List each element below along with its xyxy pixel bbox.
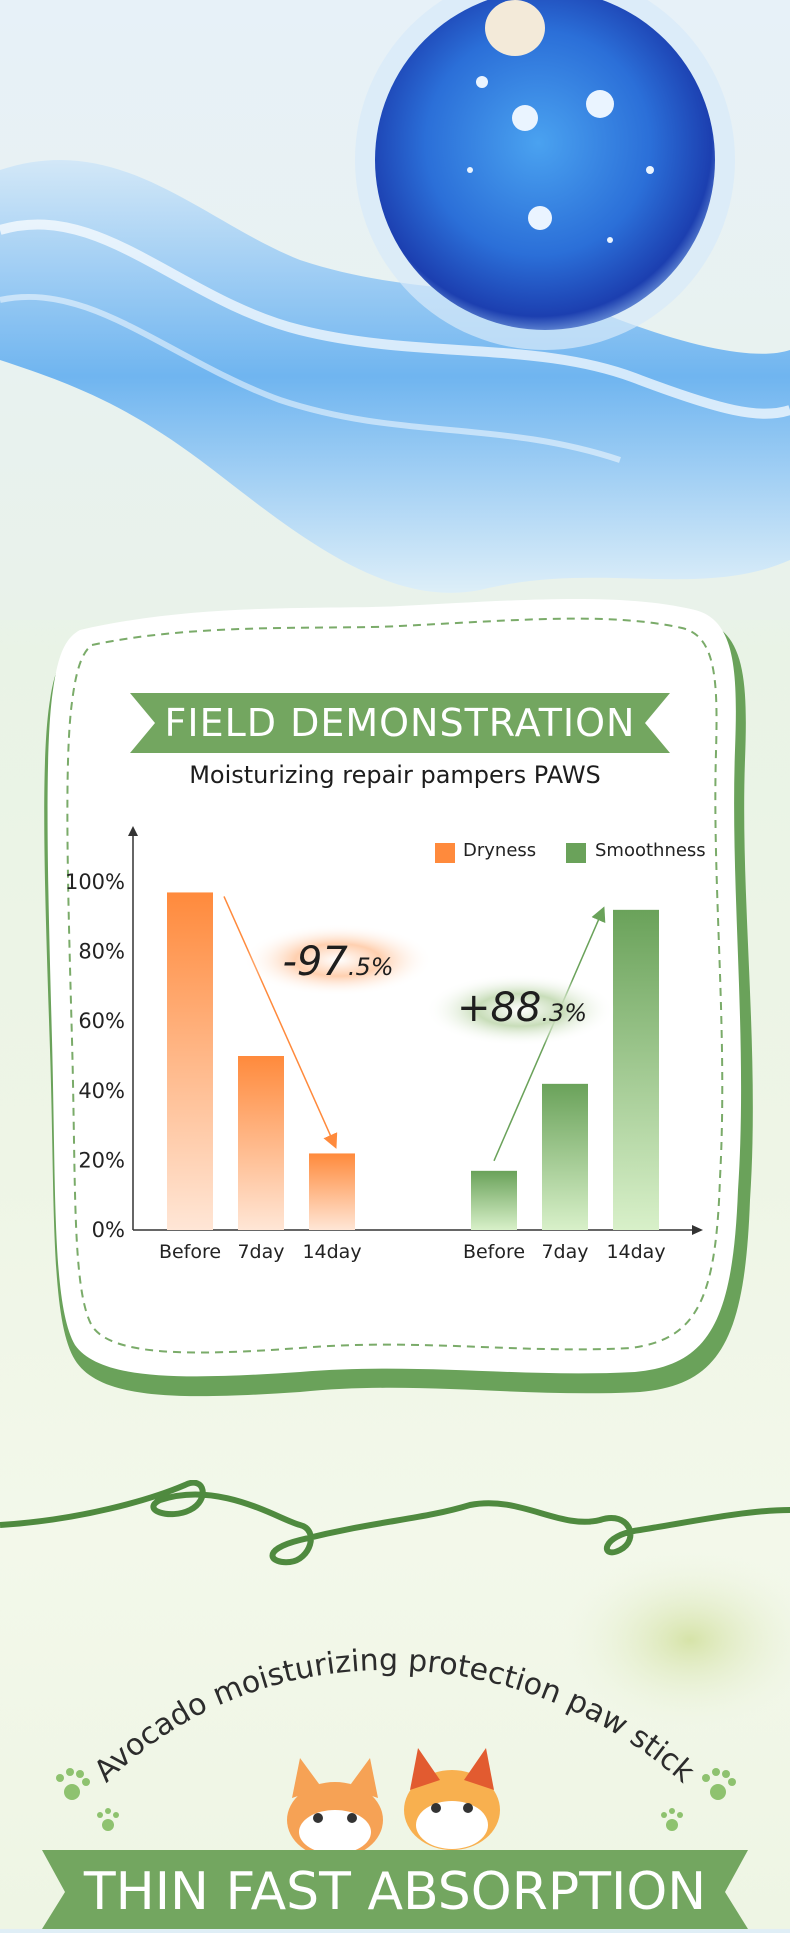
x-tick-label: 7day (541, 1241, 588, 1263)
y-tick-label: 100% (65, 870, 125, 894)
chart-title: FIELD DEMONSTRATION (164, 701, 636, 745)
footer-banner (42, 1850, 748, 1929)
legend-label-dryness: Dryness (463, 840, 537, 861)
x-tick-label: Before (463, 1241, 525, 1263)
bottom-decoration: Avocado moisturizing protection paw stic… (0, 1479, 790, 1929)
y-tick-label: 40% (78, 1079, 125, 1103)
bottom-section: Avocado moisturizing protection paw stic… (0, 1479, 790, 1929)
legend-label-smoothness: Smoothness (595, 840, 706, 861)
x-tick-label: 14day (606, 1241, 665, 1263)
trend-arrow-dryness (223, 896, 338, 1149)
x-tick-label: 7day (237, 1241, 284, 1263)
x-tick-label: 14day (302, 1241, 361, 1263)
vine-decoration (0, 1479, 790, 1566)
legend-swatch-smoothness (566, 843, 586, 863)
annotation-dryness: -97.5% (282, 939, 393, 985)
title-banner (130, 693, 670, 753)
y-tick-label: 0% (92, 1218, 125, 1242)
y-tick-label: 20% (78, 1148, 125, 1172)
bar-dryness-0 (167, 892, 213, 1230)
legend-swatch-dryness (435, 843, 455, 863)
bar-smoothness-2 (613, 909, 659, 1230)
annotation-glow-dryness (243, 924, 433, 996)
annotation-glow-smoothness (425, 974, 615, 1046)
y-tick-label: 60% (78, 1009, 125, 1033)
x-axis-arrow (692, 1225, 703, 1235)
x-tick-label: Before (159, 1241, 221, 1263)
annotation-smoothness: +88.3% (457, 985, 587, 1031)
bar-dryness-2 (309, 1153, 355, 1230)
y-axis-arrow (128, 826, 138, 836)
bar-smoothness-0 (471, 1170, 517, 1230)
hero-image (0, 0, 790, 620)
footer-title: THIN FAST ABSORPTION (83, 1862, 707, 1922)
chart-subtitle: Moisturizing repair pampers PAWS (189, 761, 601, 789)
bar-smoothness-1 (542, 1083, 588, 1230)
paw-print-icon (56, 1768, 736, 1831)
y-tick-label: 80% (78, 940, 125, 964)
bar-dryness-1 (238, 1056, 284, 1230)
bar-chart: 0% 20% 40% 60% 80% 100% Before 7day 14day Before 7… (65, 826, 703, 1263)
